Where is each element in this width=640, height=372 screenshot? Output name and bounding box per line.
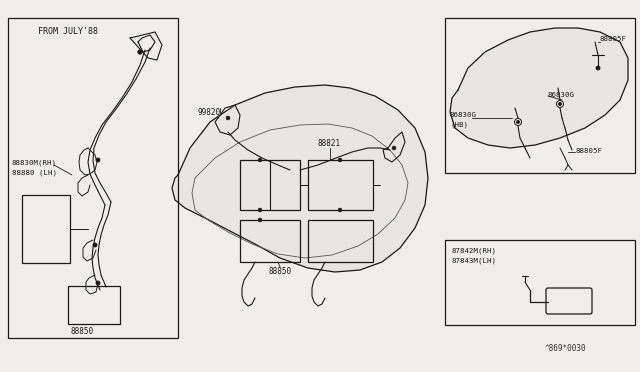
Text: 86830G: 86830G xyxy=(450,112,477,118)
Text: 88805F: 88805F xyxy=(600,36,627,42)
Text: 88850: 88850 xyxy=(70,327,93,336)
Text: FROM JULY'88: FROM JULY'88 xyxy=(38,27,98,36)
Text: 87843M(LH): 87843M(LH) xyxy=(452,258,497,264)
Text: 88821: 88821 xyxy=(318,139,341,148)
Circle shape xyxy=(93,243,97,247)
Bar xyxy=(68,286,120,324)
Text: 88805F: 88805F xyxy=(576,148,603,154)
Circle shape xyxy=(258,158,262,162)
Circle shape xyxy=(338,208,342,212)
Polygon shape xyxy=(450,28,628,148)
Bar xyxy=(240,160,300,210)
Text: 99820: 99820 xyxy=(198,108,221,117)
Bar xyxy=(445,18,635,173)
Bar xyxy=(308,220,373,262)
Circle shape xyxy=(96,281,100,285)
Circle shape xyxy=(338,158,342,162)
Circle shape xyxy=(392,146,396,150)
Bar xyxy=(8,18,178,338)
Circle shape xyxy=(596,66,600,70)
Text: (HB): (HB) xyxy=(450,121,468,128)
Circle shape xyxy=(226,116,230,120)
Circle shape xyxy=(258,218,262,222)
Bar xyxy=(308,160,373,210)
Text: 88830M(RH): 88830M(RH) xyxy=(12,160,57,167)
Circle shape xyxy=(559,103,561,106)
Text: 88850: 88850 xyxy=(268,267,292,276)
Polygon shape xyxy=(172,85,428,272)
Bar xyxy=(22,195,70,263)
Text: ^869*0030: ^869*0030 xyxy=(545,344,587,353)
Circle shape xyxy=(138,50,142,54)
Circle shape xyxy=(96,158,100,162)
Text: 87842M(RH): 87842M(RH) xyxy=(452,248,497,254)
Bar xyxy=(240,220,300,262)
Bar xyxy=(445,240,635,325)
Text: 88880 (LH): 88880 (LH) xyxy=(12,170,57,176)
Circle shape xyxy=(516,121,520,124)
Circle shape xyxy=(258,208,262,212)
Text: 86830G: 86830G xyxy=(548,92,575,98)
